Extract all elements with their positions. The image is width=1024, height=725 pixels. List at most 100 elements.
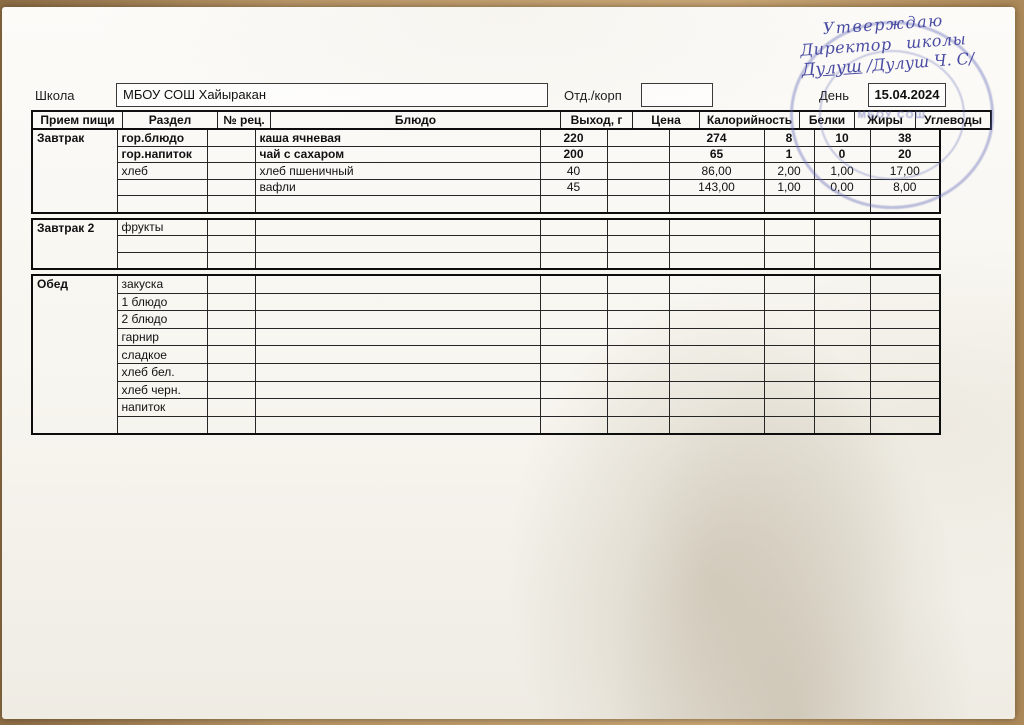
table-cell [254,362,541,382]
table-cell [763,415,815,435]
table-cell [606,292,670,312]
table-cell [606,195,670,213]
table-row: хлеб черн. [32,380,941,400]
table-cell [606,345,670,364]
table-cell [606,128,670,147]
table-cell [869,327,941,347]
table-cell: 17,00 [869,162,941,180]
table-cell: 274 [668,128,765,147]
table-cell: 1,00 [763,178,815,196]
table-row [32,235,941,253]
meal-section-1: Завтрак гор.блюдо каша ячневая 220 274 8 10 38 г… [31,128,941,214]
table-cell [813,218,871,236]
table-cell [606,398,670,417]
table-cell [206,345,256,364]
table-cell [206,415,256,435]
table-cell: 0 [813,145,871,163]
table-cell [763,235,815,253]
table-cell [206,362,256,382]
table-cell [539,195,608,213]
table-row [32,195,941,213]
table-row: вафли 45 143,00 1,00 0,00 8,00 [32,178,941,196]
table-cell [668,380,765,400]
table-cell [869,310,941,329]
table-cell: 20 [869,145,941,163]
table-cell: гор.блюдо [116,128,208,147]
table-cell [869,251,941,270]
table-cell [206,327,256,347]
table-row: хлеб бел. [32,362,941,382]
table-cell [606,362,670,382]
meal-section-2: Завтрак 2 фрукты [31,217,941,270]
table-cell [116,178,208,196]
day-input-box: 15.04.2024 [868,83,946,107]
table-row: хлеб хлеб пшеничный 40 86,00 2,00 1,00 17,00 [32,162,941,180]
col-header-calories: Калорийность [699,110,800,130]
table-cell [763,362,815,382]
menu-table-header: Прием пищи Раздел № рец. Блюдо Выход, г … [31,110,992,130]
table-cell: 2 блюдо [116,310,208,329]
table-cell [206,218,256,236]
table-cell: каша ячневая [254,128,541,147]
table-cell [668,415,765,435]
approval-note: Утверждаю Директор школы Дулуш/Дулуш Ч. … [798,5,1024,82]
table-cell [254,310,541,329]
table-cell [668,310,765,329]
paper-sheet: Школа МБОУ СОШ Хайыракан Отд./корп День … [2,7,1015,719]
table-cell: 38 [869,128,941,147]
table-cell [606,162,670,180]
table-cell [254,415,541,435]
table-cell [813,362,871,382]
table-cell [539,362,608,382]
table-cell [869,398,941,417]
table-cell [869,292,941,312]
table-cell [813,398,871,417]
table-cell [206,195,256,213]
table-cell: 1 [763,145,815,163]
table-cell [254,398,541,417]
table-cell [813,345,871,364]
table-cell: 86,00 [668,162,765,180]
table-cell [254,218,541,236]
meal-section-3: Обед закуска 1 блюдо 2 блюдо гарнир сладкое хл… [31,274,941,436]
col-header-fat: Жиры [854,110,916,130]
col-header-dish: Блюдо [270,110,561,130]
table-row: 2 блюдо [32,310,941,329]
table-cell [869,415,941,435]
table-cell: гарнир [116,327,208,347]
table-cell: 8 [763,128,815,147]
table-cell: 1 блюдо [116,292,208,312]
table-cell [668,251,765,270]
col-header-price: Цена [632,110,700,130]
table-cell: 200 [539,145,608,163]
table-cell [539,380,608,400]
menu-sections: Завтрак гор.блюдо каша ячневая 220 274 8 10 38 г… [31,128,941,439]
table-cell [539,415,608,435]
table-cell: 10 [813,128,871,147]
table-cell [606,327,670,347]
table-cell [254,251,541,270]
dept-label: Отд./корп [564,88,622,103]
table-cell [606,178,670,196]
table-cell [869,235,941,253]
col-header-section: Раздел [122,110,218,130]
table-row [32,415,941,435]
table-cell [668,292,765,312]
table-cell [116,195,208,213]
table-cell [763,292,815,312]
table-cell [606,310,670,329]
col-header-recipe: № рец. [217,110,271,130]
col-header-protein: Белки [799,110,855,130]
table-cell [539,251,608,270]
table-cell [813,380,871,400]
table-cell: 45 [539,178,608,196]
col-header-weight: Выход, г [560,110,633,130]
table-cell: чай с сахаром [254,145,541,163]
table-cell [763,327,815,347]
table-cell [668,274,765,294]
table-cell [606,145,670,163]
table-cell [763,218,815,236]
table-cell [763,310,815,329]
meal-label: Обед [31,274,118,435]
meal-label: Завтрак [31,128,118,213]
